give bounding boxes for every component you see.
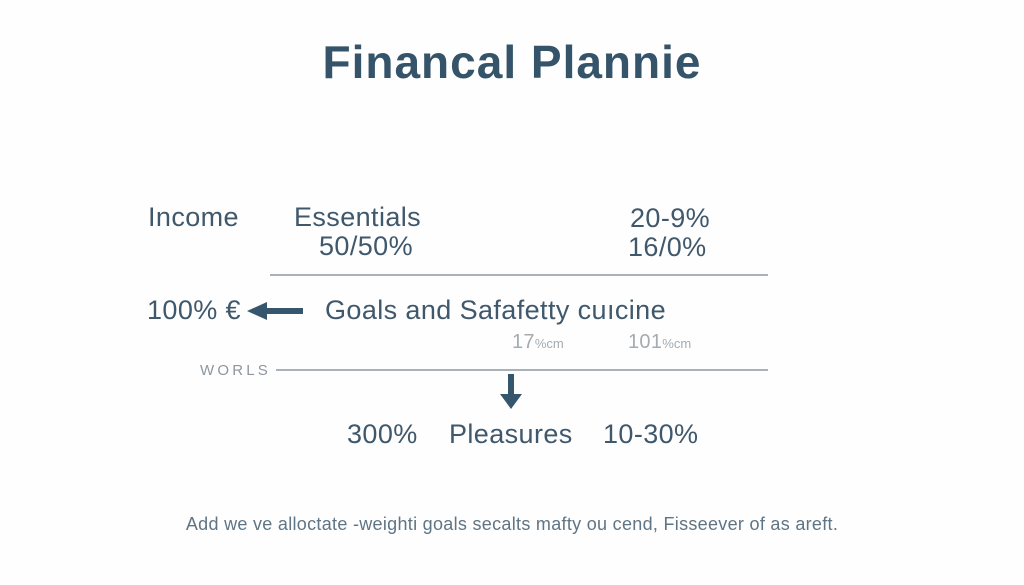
- page-title: Financal Plannie: [322, 36, 702, 88]
- allocation-value-bottom: 16/0%: [628, 232, 707, 262]
- goals-metric-1-value: 17: [512, 331, 535, 353]
- goals-metric-1-unit: %cm: [534, 336, 564, 351]
- income-label: Income: [148, 202, 239, 232]
- arrow-down-icon: [500, 374, 522, 409]
- allocation-value-top: 20-9%: [630, 203, 711, 233]
- pleasures-value-left: 300%: [347, 419, 418, 449]
- arrow-left-icon: [247, 300, 303, 322]
- axis-label: WORLS: [200, 362, 272, 379]
- divider-bottom: [276, 369, 768, 371]
- goals-metric-2: 101%cm: [628, 331, 691, 354]
- goals-label: Goals and Safafetty cuıcine: [325, 295, 666, 325]
- goals-metric-1: 17%cm: [512, 331, 564, 354]
- divider-top: [270, 274, 768, 276]
- footer-caption: Add we ve alloctate -weighti goals secal…: [185, 514, 839, 534]
- pleasures-value-right: 10-30%: [603, 419, 699, 449]
- essentials-label: Essentials: [294, 202, 422, 232]
- income-total-value: 100% €: [147, 295, 241, 325]
- goals-metric-2-unit: %cm: [662, 336, 692, 351]
- pleasures-label: Pleasures: [449, 419, 573, 449]
- goals-metric-2-value: 101: [628, 331, 663, 353]
- essentials-value: 50/50%: [319, 231, 413, 261]
